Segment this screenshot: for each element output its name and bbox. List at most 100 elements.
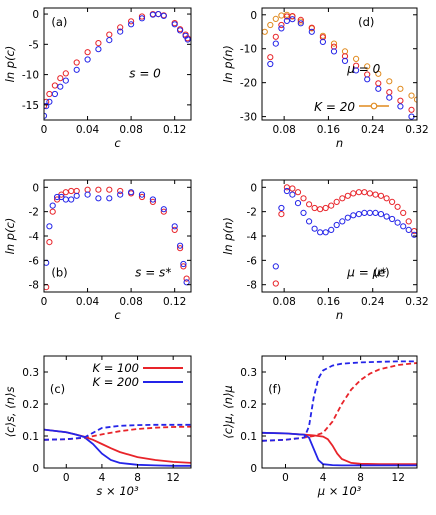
y-tick-label-c: 0.3 <box>22 367 39 379</box>
data-point-d-1-2 <box>278 21 285 29</box>
data-point-a-0-8 <box>95 40 102 47</box>
data-point-b-1-6 <box>68 196 75 203</box>
data-point-a-0-11 <box>128 18 135 25</box>
axes-frame-a <box>43 7 192 121</box>
series-line-c-1 <box>44 428 191 467</box>
data-point-e-0-5 <box>300 195 307 202</box>
y-tick-label-d: -20 <box>240 78 257 90</box>
data-point-a-0-6 <box>73 59 80 66</box>
data-point-b-0-17 <box>177 245 184 252</box>
data-point-b-0-16 <box>171 226 178 233</box>
data-point-d-1-7 <box>319 34 326 41</box>
data-point-e-1-5 <box>300 209 307 216</box>
data-point-e-0-17 <box>366 190 373 197</box>
data-point-b-1-3 <box>54 193 61 201</box>
data-point-d-0-16 <box>408 92 415 99</box>
data-point-d-2-10 <box>353 67 360 74</box>
y-tick-label-e: -4 <box>247 231 258 243</box>
data-point-b-1-17 <box>177 242 184 249</box>
data-point-a-1-19 <box>184 36 191 43</box>
data-point-d-2-14 <box>397 103 404 110</box>
data-point-b-1-19 <box>183 279 190 286</box>
data-point-d-1-12 <box>375 80 382 87</box>
y-tick-label-a: -10 <box>22 70 39 82</box>
x-tick-label-f: 4 <box>320 472 327 484</box>
data-point-e-0-9 <box>322 204 329 212</box>
data-point-e-1-3 <box>289 191 296 198</box>
x-tick-label-d: 0.32 <box>405 124 428 136</box>
data-point-b-1-16 <box>171 223 178 230</box>
y-axis-label-c: ⟨c⟩s, ⟨n⟩s <box>3 387 17 438</box>
panel-e <box>261 179 418 293</box>
data-point-b-1-11 <box>117 191 124 198</box>
data-point-a-1-8 <box>95 46 102 53</box>
series-line-f-1 <box>262 431 417 467</box>
series-line-f-0 <box>262 431 417 466</box>
data-point-b-1-18 <box>180 260 187 268</box>
data-point-e-1-21 <box>389 215 396 223</box>
data-point-e-0-4 <box>294 189 302 196</box>
y-tick-label-b: -2 <box>29 207 39 219</box>
data-point-b-0-5 <box>62 189 69 196</box>
series-line-f-3 <box>262 360 417 442</box>
data-point-a-0-10 <box>117 24 124 31</box>
data-point-e-1-14 <box>350 212 357 219</box>
data-point-e-1-6 <box>306 218 313 225</box>
data-point-e-1-18 <box>372 209 379 216</box>
annotation-e: μ = μ* <box>346 265 386 279</box>
data-point-b-0-19 <box>183 275 190 282</box>
data-point-e-0-13 <box>344 192 351 199</box>
y-axis-label-a: ln p(c) <box>3 46 17 83</box>
data-point-d-2-4 <box>289 16 296 23</box>
data-point-e-1-9 <box>322 229 329 236</box>
data-point-e-1-4 <box>294 200 302 207</box>
data-point-d-2-6 <box>308 28 315 35</box>
data-point-a-0-3 <box>51 82 59 89</box>
x-tick-label-b: 0.04 <box>76 296 100 308</box>
data-point-b-1-8 <box>84 191 91 198</box>
data-point-d-0-4 <box>283 11 290 18</box>
x-tick-label-e: 0.32 <box>405 296 428 308</box>
data-point-e-1-16 <box>361 209 368 216</box>
data-point-e-1-23 <box>400 223 407 230</box>
data-point-a-1-10 <box>117 28 124 35</box>
data-point-e-1-12 <box>339 218 346 225</box>
data-point-b-1-9 <box>95 195 102 202</box>
y-tick-label-d: -30 <box>240 112 257 124</box>
data-point-e-1-1 <box>278 204 285 212</box>
data-point-b-1-2 <box>49 202 56 209</box>
data-point-d-1-6 <box>308 24 315 31</box>
x-tick-label-d: 0.08 <box>272 124 295 136</box>
data-point-e-0-1 <box>278 211 285 218</box>
legend-label-c-1: K = 200 <box>93 375 139 389</box>
data-point-b-0-6 <box>68 187 75 195</box>
data-point-b-0-11 <box>117 187 124 195</box>
axes-frame-f <box>261 355 418 469</box>
y-tick-label-f: 0.2 <box>240 399 257 411</box>
data-point-a-0-12 <box>138 13 146 20</box>
data-point-e-0-11 <box>333 198 340 205</box>
data-point-d-0-9 <box>330 40 338 47</box>
data-point-e-1-11 <box>333 221 340 229</box>
series-line-c-0 <box>44 428 191 464</box>
x-tick-label-a: 0 <box>41 124 48 136</box>
data-point-e-0-20 <box>383 195 390 202</box>
data-point-d-0-3 <box>278 12 285 19</box>
axes-frame-c <box>43 355 192 469</box>
data-point-b-0-1 <box>46 239 53 246</box>
data-point-a-1-11 <box>128 21 135 28</box>
data-point-e-1-22 <box>394 219 401 226</box>
x-tick-label-c: 8 <box>134 472 141 484</box>
data-point-e-1-17 <box>366 209 373 216</box>
data-point-a-0-7 <box>84 49 91 56</box>
data-point-a-1-17 <box>177 27 184 34</box>
data-point-b-1-15 <box>160 206 167 213</box>
data-point-d-0-2 <box>272 15 279 22</box>
data-point-a-1-15 <box>160 12 167 19</box>
x-axis-label-e: n <box>336 308 343 322</box>
data-point-b-0-2 <box>49 208 56 215</box>
annotation-d: μ = 0 <box>346 62 380 76</box>
panel-label-f: (f) <box>268 382 281 396</box>
x-tick-label-f: 8 <box>357 472 364 484</box>
legend-marker-d-0 <box>370 102 378 110</box>
